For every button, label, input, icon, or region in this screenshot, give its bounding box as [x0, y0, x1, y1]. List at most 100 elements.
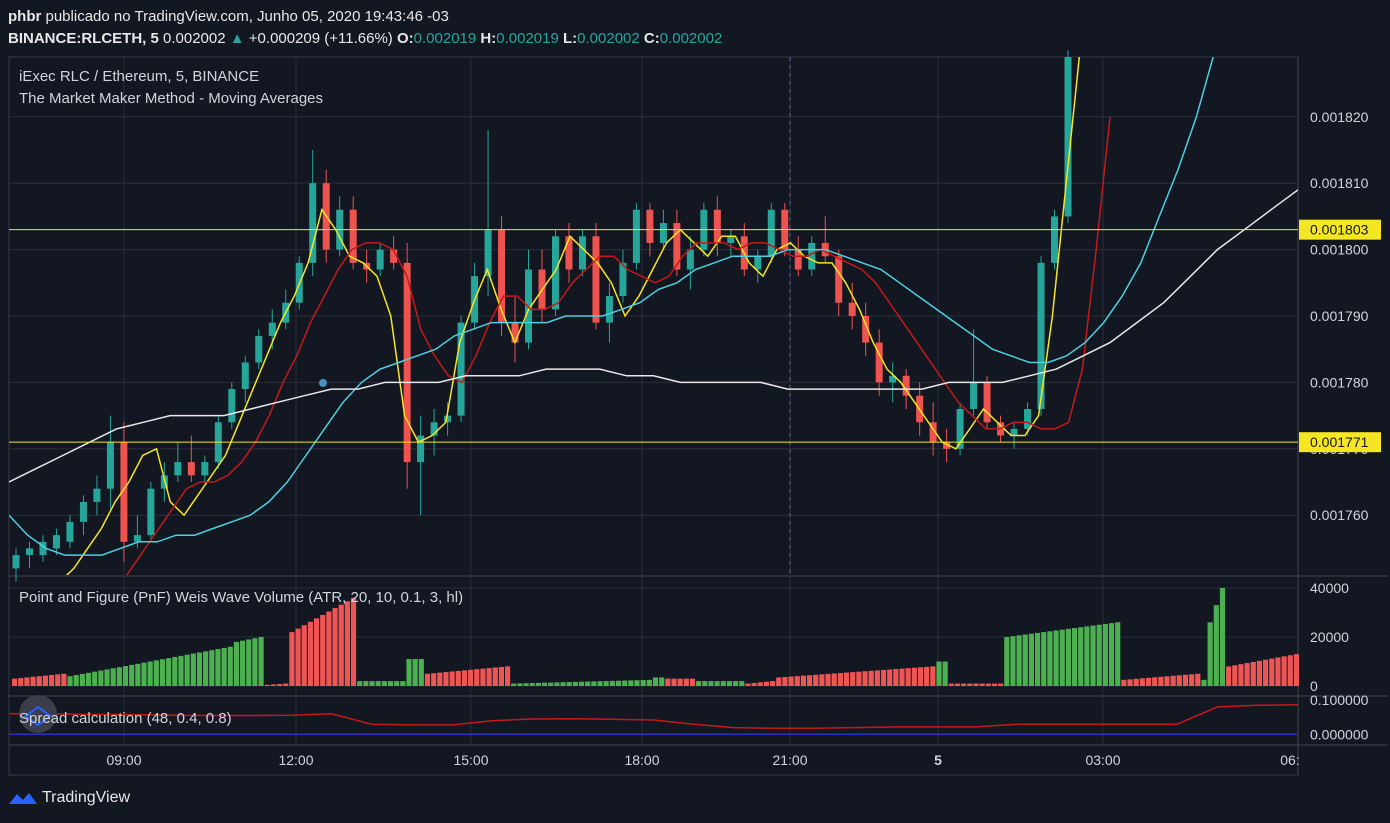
- volume-bar: [1256, 660, 1263, 686]
- volume-bar: [320, 614, 326, 686]
- volume-bar: [79, 673, 85, 686]
- volume-bar: [1108, 623, 1115, 686]
- volume-bar: [1071, 628, 1078, 686]
- volume-bar: [1010, 636, 1016, 686]
- volume-bar: [1219, 588, 1226, 686]
- candle-body: [902, 375, 910, 396]
- volume-bar: [961, 683, 967, 686]
- volume-bar: [178, 655, 184, 686]
- volume-bar: [541, 682, 548, 686]
- volume-bar: [468, 669, 474, 686]
- main-pane-indicator: The Market Maker Method - Moving Average…: [19, 90, 324, 107]
- volume-bar: [400, 681, 406, 686]
- volume-bar: [917, 667, 924, 686]
- volume-bar: [868, 670, 874, 686]
- volume-bar: [733, 681, 739, 686]
- volume-bar: [1158, 676, 1164, 686]
- volume-bar: [585, 681, 591, 686]
- candle-body: [578, 236, 586, 270]
- volume-bar: [548, 682, 554, 686]
- volume-bar: [461, 670, 468, 686]
- volume-bar: [313, 618, 320, 686]
- tradingview-brand[interactable]: TradingView: [8, 789, 130, 807]
- candle-body: [484, 229, 492, 277]
- volume-bar: [492, 667, 498, 686]
- volume-bar: [418, 659, 424, 686]
- volume-bar: [998, 683, 1004, 686]
- volume-bar: [609, 680, 615, 686]
- volume-bar: [246, 639, 252, 686]
- open-value: 0.002019: [413, 30, 477, 47]
- volume-bar: [73, 675, 79, 686]
- candle-body: [228, 389, 236, 423]
- time-tick-label: 18:00: [624, 752, 659, 768]
- volume-bar: [905, 668, 911, 686]
- price-tick-label: 0.001820: [1310, 109, 1369, 125]
- volume-bar: [190, 653, 196, 686]
- candle-body: [457, 322, 465, 416]
- volume-bar: [1176, 675, 1182, 686]
- volume-tick-label: 0: [1310, 678, 1318, 694]
- candle-body: [727, 236, 735, 243]
- volume-bar: [745, 683, 751, 686]
- volume-bar: [141, 662, 147, 686]
- candle-body: [79, 501, 87, 522]
- volume-bar: [1226, 666, 1232, 686]
- volume-bar: [184, 654, 190, 686]
- volume-bar: [554, 682, 560, 686]
- volume-bar: [720, 681, 726, 686]
- volume-bar: [196, 652, 203, 686]
- volume-bar: [1170, 675, 1176, 686]
- candle-body: [713, 209, 721, 243]
- volume-bar: [18, 678, 24, 686]
- volume-bar: [683, 678, 689, 686]
- volume-bar: [166, 658, 172, 686]
- low-value: 0.002002: [577, 30, 640, 47]
- spread-line: [9, 704, 1299, 730]
- volume-bar: [936, 661, 942, 686]
- volume-bar: [591, 681, 597, 686]
- candle-body: [309, 183, 317, 263]
- volume-bar: [1041, 632, 1047, 686]
- spread-tick-label: 0.100000: [1310, 692, 1369, 708]
- volume-bar: [942, 661, 948, 686]
- volume-bar: [1164, 676, 1170, 686]
- volume-bar: [412, 659, 418, 686]
- layers-icon-glyph: [24, 705, 52, 727]
- volume-bar: [523, 683, 529, 686]
- candle-body: [1064, 57, 1072, 217]
- volume-bar: [135, 663, 141, 686]
- volume-bar: [813, 674, 819, 686]
- volume-bar: [1096, 624, 1102, 686]
- publish-text: publicado no TradingView.com, Junho 05, …: [45, 8, 449, 25]
- volume-bar: [1281, 656, 1287, 686]
- last-price: 0.002002: [163, 30, 226, 47]
- volume-bar: [696, 681, 702, 686]
- volume-bar: [1065, 628, 1071, 686]
- candle-body: [430, 422, 438, 436]
- volume-bar: [394, 681, 400, 686]
- volume-bar: [338, 604, 344, 686]
- volume-bar: [825, 673, 831, 686]
- candle-body: [376, 249, 384, 270]
- volume-bar: [480, 668, 486, 686]
- volume-bar: [1213, 605, 1219, 686]
- ohlc-legend: BINANCE:RLCETH, 5 0.002002 ▲ +0.000209 (…: [8, 30, 722, 47]
- volume-bar: [98, 670, 104, 686]
- volume-bar: [597, 681, 603, 686]
- volume-bar: [985, 683, 991, 686]
- symbol-label: BINANCE:RLCETH, 5: [8, 30, 159, 47]
- volume-bar: [973, 683, 979, 686]
- candle-body: [565, 236, 573, 270]
- volume-bar: [856, 671, 862, 686]
- volume-bar: [1016, 635, 1022, 686]
- candle-body: [66, 521, 74, 542]
- volume-bar: [874, 670, 880, 686]
- volume-bar: [227, 646, 233, 686]
- volume-bar: [104, 669, 110, 686]
- volume-bar: [307, 621, 313, 686]
- candle-body: [1037, 262, 1045, 409]
- volume-bar: [344, 601, 350, 686]
- volume-bar: [578, 681, 585, 686]
